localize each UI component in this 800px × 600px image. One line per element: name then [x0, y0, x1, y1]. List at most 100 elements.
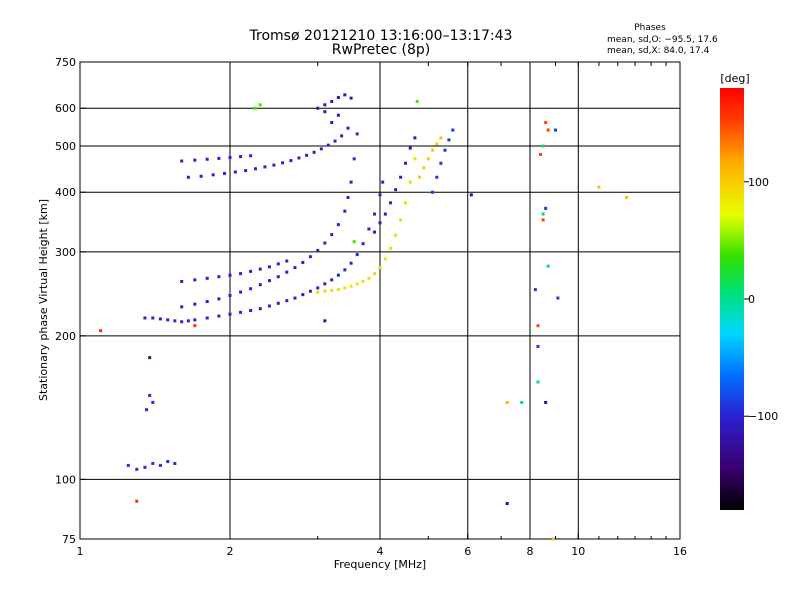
data-point [316, 286, 320, 290]
data-point [143, 316, 147, 320]
data-point [346, 195, 350, 199]
data-point [323, 282, 327, 286]
data-point [173, 461, 177, 465]
y-tick-label: 200 [55, 330, 76, 343]
data-point [551, 537, 555, 541]
data-point [417, 175, 421, 179]
data-point [285, 259, 289, 263]
data-point [323, 103, 327, 107]
data-point [186, 175, 190, 179]
data-point [541, 144, 545, 148]
data-point [158, 317, 162, 321]
data-point [536, 380, 540, 384]
data-point [408, 180, 412, 184]
data-point [143, 465, 147, 469]
stats-heading: Phases [634, 23, 666, 33]
data-point [553, 128, 557, 132]
data-point [361, 279, 365, 283]
data-point [336, 95, 340, 99]
data-point [145, 408, 149, 412]
data-point [253, 106, 257, 110]
data-point [378, 193, 382, 197]
data-point [217, 314, 221, 318]
data-point [249, 269, 253, 273]
data-point [541, 218, 545, 222]
y-tick-label: 300 [55, 246, 76, 259]
data-point [349, 284, 353, 288]
data-point [217, 156, 221, 160]
data-point [378, 266, 382, 270]
data-point [193, 278, 197, 282]
data-point [217, 297, 221, 301]
colorbar-label: [deg] [720, 72, 749, 85]
axis-ticks: 1 2 4 6 8 10 16 75 100 200 300 400 500 600 750 [55, 56, 687, 558]
x-axis-title: Frequency [MHz] [334, 558, 426, 571]
data-point [422, 166, 426, 170]
data-point [349, 261, 353, 265]
data-point [352, 240, 356, 244]
data-point [193, 158, 197, 162]
data-point [312, 150, 316, 154]
data-point [301, 260, 305, 264]
x-tick-label: 8 [527, 545, 534, 558]
data-point [228, 155, 232, 159]
data-point [426, 157, 430, 161]
data-point [556, 296, 560, 300]
data-point [336, 288, 340, 292]
data-point [135, 499, 139, 503]
colorbar-ticks: 100 0 −100 [744, 176, 778, 423]
data-point [228, 273, 232, 277]
data-point [276, 275, 280, 279]
data-point [205, 157, 209, 161]
data-point [403, 201, 407, 205]
data-point [336, 273, 340, 277]
data-point [544, 206, 548, 210]
data-point [326, 143, 330, 147]
data-point [180, 320, 184, 324]
data-point [316, 106, 320, 110]
data-point [439, 136, 443, 140]
data-point [308, 255, 312, 259]
data-point [431, 190, 435, 194]
data-point [373, 212, 377, 216]
data-point [249, 287, 253, 291]
data-point [228, 293, 232, 297]
data-point [541, 212, 545, 216]
data-point [544, 400, 548, 404]
data-point [323, 241, 327, 245]
data-point [352, 157, 356, 161]
data-point [316, 248, 320, 252]
data-point [233, 170, 237, 174]
x-tick-label: 16 [673, 545, 687, 558]
data-point [148, 393, 152, 397]
data-point [346, 126, 350, 130]
data-point [151, 400, 155, 404]
data-point [330, 288, 334, 292]
data-point [343, 268, 347, 272]
data-point [340, 134, 344, 138]
data-point [293, 296, 297, 300]
data-point [403, 161, 407, 165]
data-point [505, 502, 509, 506]
data-point [408, 146, 412, 150]
data-point [305, 153, 309, 157]
data-point [276, 301, 280, 305]
data-point [239, 155, 243, 159]
data-point [239, 272, 243, 276]
data-point [193, 318, 197, 322]
data-point [211, 173, 215, 177]
data-point [193, 324, 197, 328]
data-point [253, 167, 257, 171]
data-point [343, 93, 347, 97]
data-point [297, 156, 301, 160]
chart-title: Tromsø 20121210 13:16:00–13:17:43 [249, 28, 513, 44]
data-point [399, 218, 403, 222]
data-point [205, 300, 209, 304]
data-point [533, 288, 537, 292]
x-tick-label: 1 [77, 545, 84, 558]
colorbar [720, 88, 744, 510]
data-point [447, 138, 451, 142]
data-point [263, 165, 267, 169]
data-point [193, 302, 197, 306]
data-point [431, 148, 435, 152]
